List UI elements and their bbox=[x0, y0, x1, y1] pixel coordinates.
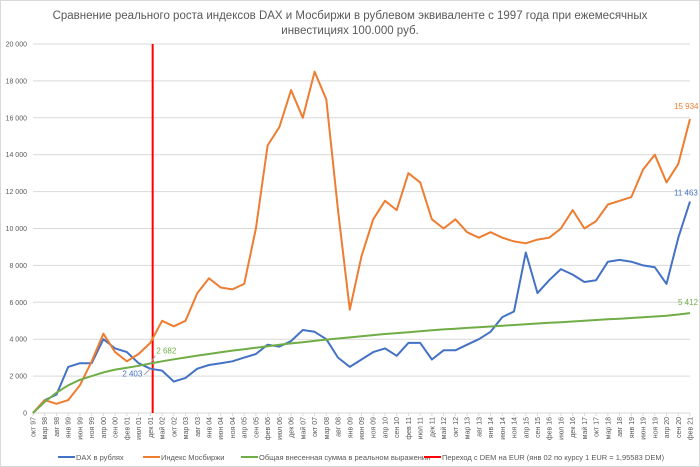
series-line-2 bbox=[32, 312, 691, 414]
y-tick-label: 6 000 bbox=[9, 300, 27, 307]
x-tick-label: июн 99 bbox=[77, 417, 84, 440]
x-tick-label: сен 00 bbox=[113, 417, 120, 438]
y-tick-label: 8 000 bbox=[9, 263, 27, 270]
x-tick-label: янв 14 bbox=[488, 417, 495, 438]
legend-label: Переход с DEM на EUR (янв 02 по курсу 1 … bbox=[442, 453, 665, 462]
x-tick-label: окт 02 bbox=[171, 417, 178, 437]
x-tick-label: дек 01 bbox=[148, 417, 155, 438]
x-tick-label: авг 08 bbox=[336, 417, 343, 437]
x-tick-label: апр 00 bbox=[101, 417, 108, 438]
x-tick-label: ноя 04 bbox=[230, 417, 237, 438]
x-tick-label: июн 04 bbox=[218, 417, 225, 440]
x-tick-label: июл 16 bbox=[558, 417, 565, 440]
x-tick-label: июн 19 bbox=[641, 417, 648, 440]
x-tick-label: окт 17 bbox=[594, 417, 601, 437]
x-tick-label: авг 13 bbox=[476, 417, 483, 437]
x-tick-label: сен 05 bbox=[253, 417, 260, 438]
y-tick-label: 18 000 bbox=[6, 78, 28, 85]
y-tick-label: 12 000 bbox=[6, 189, 28, 196]
x-tick-label: ноя 99 bbox=[89, 417, 96, 438]
x-tick-label: фев 16 bbox=[547, 417, 554, 440]
x-tick-label: апр 20 bbox=[664, 417, 671, 438]
x-tick-label: янв 99 bbox=[66, 417, 73, 438]
x-tick-label: ноя 14 bbox=[512, 417, 519, 438]
y-tick-label: 14 000 bbox=[6, 152, 28, 159]
x-tick-label: июн 09 bbox=[359, 417, 366, 440]
series-line-1 bbox=[32, 70, 691, 414]
x-tick-label: апр 15 bbox=[523, 417, 530, 438]
x-tick-label: дек 06 bbox=[289, 417, 296, 438]
x-tick-label: июл 01 bbox=[136, 417, 143, 440]
x-tick-label: авг 98 bbox=[54, 417, 61, 437]
data-label: 15 934 bbox=[674, 102, 699, 111]
x-tick-label: янв 09 bbox=[347, 417, 354, 438]
chart-title: Сравнение реального роста индексов DAX и… bbox=[53, 10, 648, 22]
y-tick-label: 20 000 bbox=[6, 42, 28, 49]
x-tick-label: авг 03 bbox=[195, 417, 202, 437]
x-tick-label: мар 18 bbox=[605, 417, 612, 439]
x-tick-label: фев 01 bbox=[124, 417, 131, 440]
x-tick-label: окт 07 bbox=[312, 417, 319, 437]
data-label: 2 403 bbox=[122, 370, 143, 379]
x-tick-label: окт 97 bbox=[31, 417, 38, 437]
data-label: 5 412 bbox=[678, 298, 699, 307]
annotation-leader bbox=[143, 368, 151, 376]
series-line-0 bbox=[32, 201, 691, 414]
x-tick-label: янв 19 bbox=[629, 417, 636, 438]
x-tick-label: фев 11 bbox=[406, 417, 413, 440]
x-tick-label: сен 10 bbox=[394, 417, 401, 438]
x-tick-label: фев 21 bbox=[688, 417, 695, 440]
x-tick-label: май 12 bbox=[440, 417, 448, 439]
x-tick-label: окт 12 bbox=[453, 417, 460, 437]
x-tick-label: сен 20 bbox=[676, 417, 683, 438]
x-tick-label: авг 18 bbox=[617, 417, 624, 437]
y-tick-label: 16 000 bbox=[6, 115, 28, 122]
y-tick-label: 10 000 bbox=[6, 226, 28, 233]
data-label: 2 682 bbox=[156, 347, 177, 356]
x-tick-label: апр 10 bbox=[382, 417, 389, 438]
x-tick-label: июл 11 bbox=[418, 417, 425, 439]
legend-label: Индекс Мосбиржи bbox=[161, 453, 224, 462]
x-tick-label: апр 05 bbox=[242, 417, 249, 438]
x-tick-label: ноя 09 bbox=[371, 417, 378, 438]
chart-title: инвестициях 100.000 руб. bbox=[281, 25, 418, 37]
x-tick-label: дек 16 bbox=[570, 417, 577, 438]
y-tick-label: 0 bbox=[23, 411, 27, 418]
x-tick-label: мар 98 bbox=[42, 417, 49, 439]
x-tick-label: июн 14 bbox=[500, 417, 507, 440]
x-tick-label: май 07 bbox=[299, 417, 307, 439]
legend-label: Общая внесенная сумма в реальном выражен… bbox=[259, 453, 430, 462]
x-tick-label: мар 08 bbox=[324, 417, 331, 439]
x-tick-label: май 02 bbox=[159, 417, 167, 439]
x-tick-label: ноя 19 bbox=[652, 417, 659, 438]
x-tick-label: июл 06 bbox=[277, 417, 284, 440]
y-tick-label: 4 000 bbox=[9, 337, 27, 344]
x-tick-label: фев 06 bbox=[265, 417, 272, 440]
x-tick-label: сен 15 bbox=[535, 417, 542, 438]
data-label: 11 463 bbox=[674, 189, 698, 198]
x-tick-label: дек 11 bbox=[429, 417, 436, 437]
x-tick-label: мар 03 bbox=[183, 417, 190, 439]
x-tick-label: май 17 bbox=[581, 417, 589, 439]
y-tick-label: 2 000 bbox=[9, 374, 27, 381]
legend-label: DAX в рублях bbox=[76, 453, 124, 462]
annotation-leader bbox=[149, 355, 156, 364]
x-tick-label: мар 13 bbox=[465, 417, 472, 439]
x-tick-label: янв 04 bbox=[206, 417, 213, 438]
